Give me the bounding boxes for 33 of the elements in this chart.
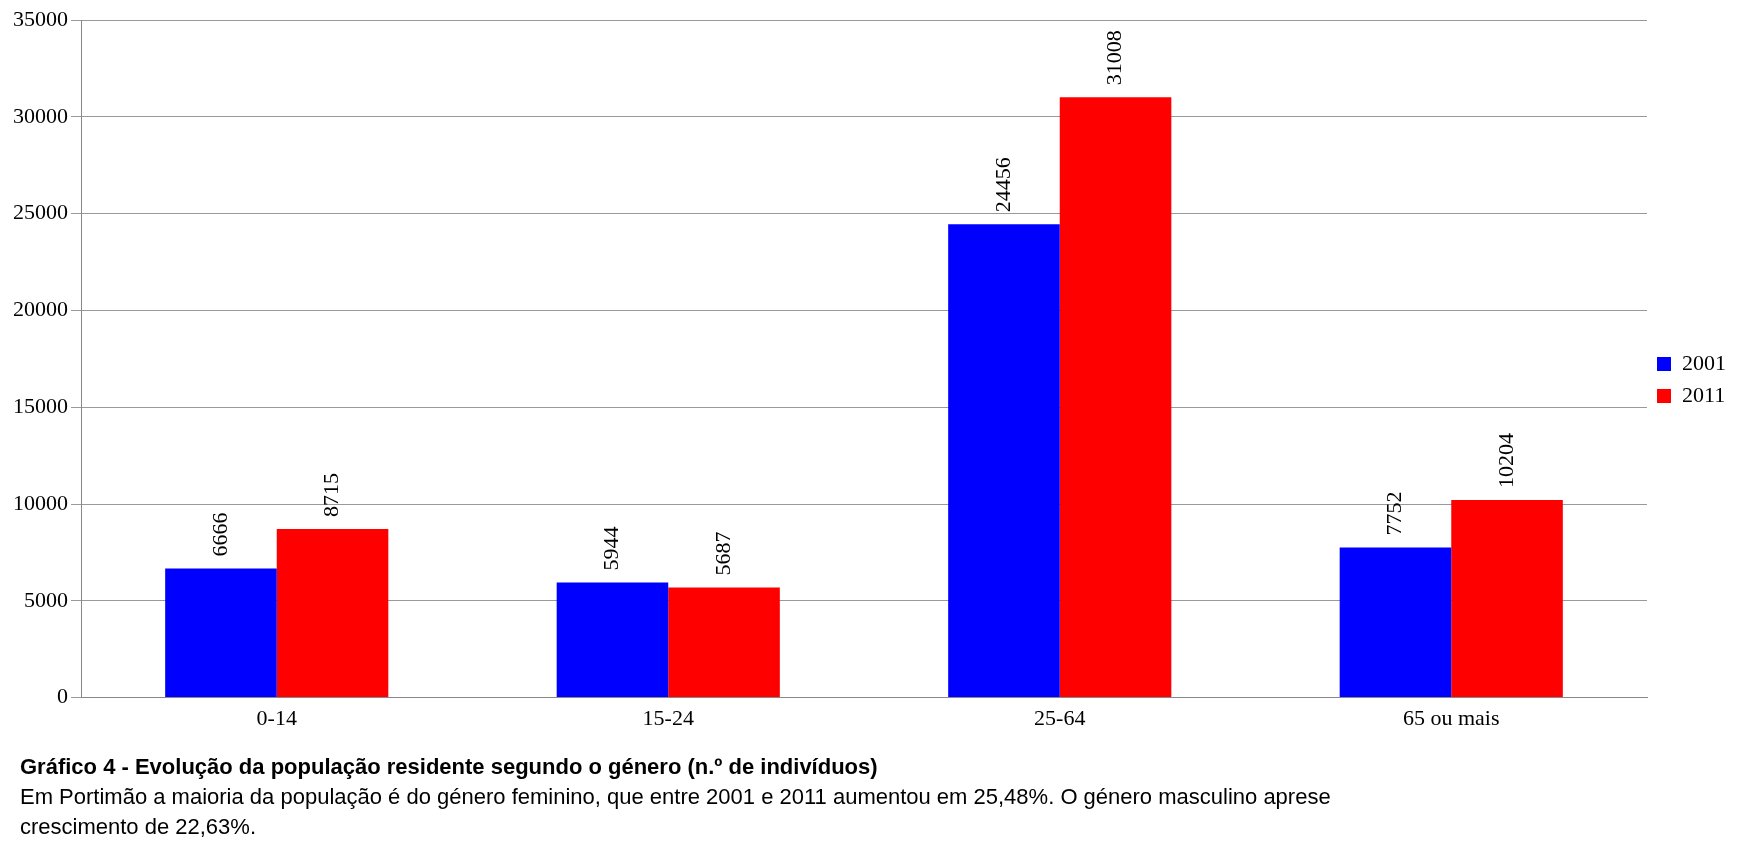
- data-label: 24456: [989, 157, 1015, 213]
- bar: [276, 528, 389, 698]
- data-label: 31008: [1101, 30, 1127, 86]
- y-tick-label: 5000: [24, 586, 68, 612]
- bar: [668, 587, 780, 698]
- x-tick-label: 65 ou mais: [1402, 704, 1500, 730]
- bar: [1059, 97, 1172, 698]
- data-label: 5687: [709, 531, 735, 576]
- x-tick-label: 15-24: [642, 704, 694, 730]
- y-tick-label: 30000: [13, 102, 68, 128]
- y-tick-label: 0: [57, 683, 68, 709]
- data-label: 10204: [1492, 433, 1518, 489]
- bar: [556, 582, 669, 698]
- data-label: 7752: [1381, 491, 1407, 536]
- text: Gráfico 4 - Evolução da população residente segundo o género (n.º de indivíduos): [20, 753, 879, 781]
- y-tick-label: 35000: [13, 5, 68, 31]
- text: Em Portimão a maioria da população é do género feminino, que entre 2001 e 2011 aumentou em 25,48%. O género masculino aprese: [20, 783, 1331, 811]
- y-tick-label: 15000: [13, 392, 68, 418]
- bar: [1451, 500, 1563, 698]
- data-label: 8715: [318, 472, 344, 517]
- text: crescimento de 22,63%.: [20, 813, 258, 841]
- y-tick-label: 10000: [13, 489, 68, 515]
- y-tick-label: 25000: [13, 199, 68, 225]
- legend-label: 2011: [1682, 381, 1726, 407]
- x-tick-label: 25-64: [1034, 704, 1086, 730]
- data-label: 6666: [206, 512, 232, 557]
- y-tick-label: 20000: [13, 296, 68, 322]
- data-label: 5944: [598, 526, 624, 571]
- x-tick-label: 0-14: [256, 704, 297, 730]
- bar: [948, 224, 1060, 698]
- bar: [165, 568, 277, 698]
- legend-label: 2001: [1682, 349, 1726, 375]
- bar: [1339, 547, 1452, 698]
